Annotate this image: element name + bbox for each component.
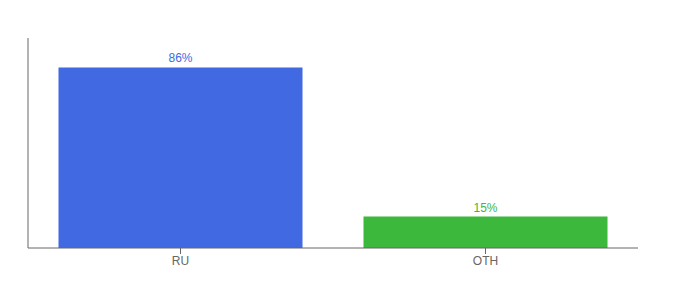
svg-text:15%: 15% (473, 201, 497, 215)
svg-text:OTH: OTH (473, 254, 498, 268)
svg-text:RU: RU (172, 254, 189, 268)
svg-text:86%: 86% (168, 51, 192, 65)
